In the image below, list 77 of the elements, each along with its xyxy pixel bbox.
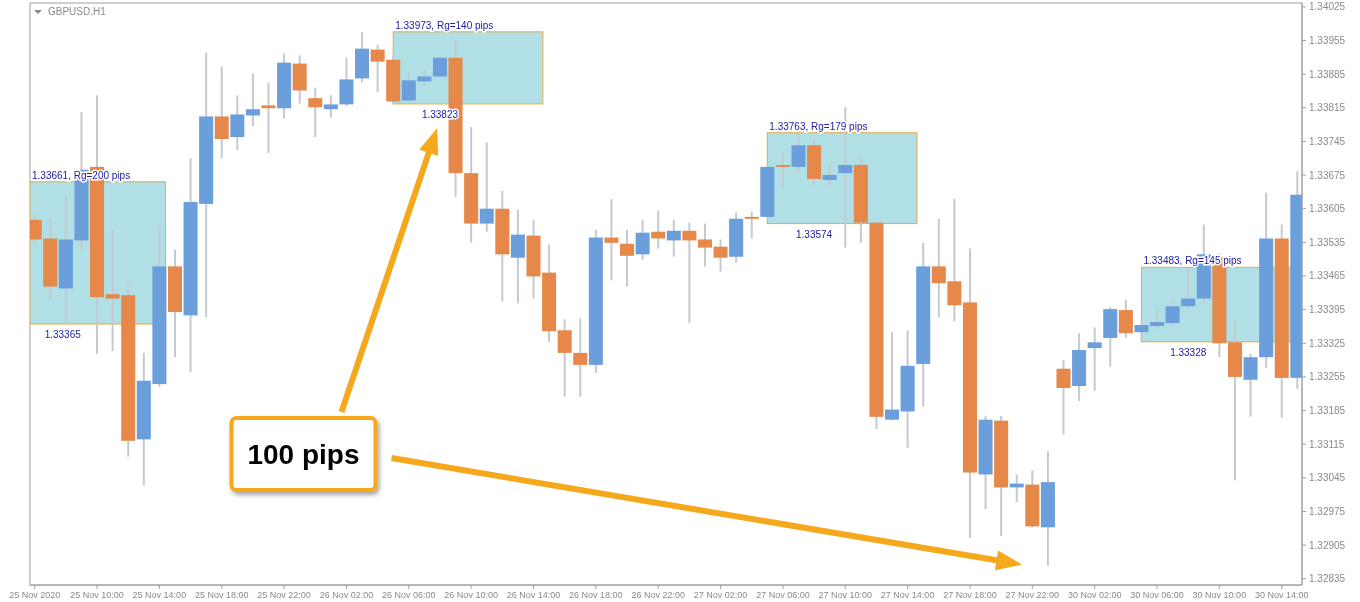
candlestick <box>308 86 323 139</box>
y-tick-label: 1.33885 <box>1309 68 1346 80</box>
candlestick <box>885 331 900 422</box>
x-tick-label: 25 Nov 10:00 <box>70 590 124 600</box>
candlestick <box>214 65 229 160</box>
candlestick <box>1181 266 1196 311</box>
y-tick-label: 1.33465 <box>1309 270 1346 282</box>
candlestick <box>510 208 525 305</box>
candlestick <box>573 317 588 398</box>
y-tick-label: 1.33605 <box>1309 203 1346 215</box>
candlestick <box>791 131 806 174</box>
x-tick-label: 25 Nov 22:00 <box>257 590 311 600</box>
annotation: 1.33574 <box>796 228 833 240</box>
x-tick-label: 27 Nov 14:00 <box>880 590 935 600</box>
y-tick-label: 1.33325 <box>1309 337 1346 349</box>
candlestick <box>1165 298 1180 326</box>
y-tick-label: 1.33535 <box>1309 236 1346 248</box>
x-tick-label: 30 Nov 14:00 <box>1254 590 1309 600</box>
x-tick-label: 27 Nov 10:00 <box>818 590 873 600</box>
x-tick-label: 25 Nov 2020 <box>9 590 61 600</box>
candlestick <box>775 151 790 189</box>
annotation: 1.33365 <box>44 329 82 341</box>
candlestick <box>261 81 276 154</box>
candlestick <box>1056 359 1071 436</box>
y-tick-label: 1.33745 <box>1309 135 1346 147</box>
y-tick-label: 1.32975 <box>1309 505 1346 517</box>
x-tick-label: 26 Nov 02:00 <box>319 590 374 600</box>
x-tick-label: 27 Nov 02:00 <box>693 590 748 600</box>
x-tick-label: 30 Nov 02:00 <box>1067 590 1122 600</box>
y-tick-label: 1.33675 <box>1309 169 1346 181</box>
y-tick-label: 1.33815 <box>1309 102 1346 114</box>
y-tick-label: 1.33115 <box>1309 438 1345 450</box>
candlestick <box>620 228 635 288</box>
x-tick-label: 26 Nov 14:00 <box>506 590 561 600</box>
x-tick-label: 26 Nov 22:00 <box>631 590 685 600</box>
candlestick <box>557 318 572 398</box>
chart-title: GBPUSD.H1 <box>48 6 107 17</box>
x-tick-label: 30 Nov 06:00 <box>1130 590 1184 600</box>
candlestick <box>744 210 759 240</box>
x-tick-label: 27 Nov 22:00 <box>1005 590 1060 600</box>
band-label: 1.33763, Rg=179 pips <box>769 120 868 132</box>
candlestick <box>682 221 697 325</box>
y-tick-label: 1.33045 <box>1309 472 1346 484</box>
y-tick-label: 1.33395 <box>1309 304 1346 316</box>
candlestick <box>604 198 619 282</box>
x-tick-label: 26 Nov 18:00 <box>569 590 623 600</box>
x-tick-label: 30 Nov 10:00 <box>1192 590 1247 600</box>
candlestick <box>822 163 837 187</box>
candlestick <box>1087 326 1102 392</box>
annotation: 1.33328 <box>1170 346 1207 358</box>
candlestick <box>1243 352 1258 418</box>
x-tick-label: 26 Nov 06:00 <box>382 590 436 600</box>
y-tick-label: 1.33955 <box>1309 34 1346 46</box>
candlestick <box>245 72 260 128</box>
x-tick-label: 27 Nov 06:00 <box>756 590 810 600</box>
x-tick-label: 25 Nov 14:00 <box>132 590 187 600</box>
y-tick-label: 1.32835 <box>1309 573 1346 585</box>
x-tick-label: 25 Nov 18:00 <box>194 590 249 600</box>
band-label: 1.33973, Rg=140 pips <box>395 19 494 31</box>
candlestick <box>1134 318 1149 343</box>
candlestick <box>479 141 494 233</box>
candlestick <box>697 222 712 268</box>
candlestick <box>1118 298 1133 339</box>
candlestick <box>1150 308 1165 331</box>
candlestick <box>230 94 245 152</box>
annotation: 100 pips <box>247 438 360 470</box>
x-tick-label: 27 Nov 18:00 <box>943 590 997 600</box>
y-tick-label: 1.34025 <box>1309 1 1346 13</box>
y-tick-label: 1.33255 <box>1309 371 1346 383</box>
candlestick <box>635 218 650 261</box>
x-tick-label: 26 Nov 10:00 <box>444 590 498 600</box>
candlestick <box>713 238 728 273</box>
y-tick-label: 1.32905 <box>1309 539 1346 551</box>
candlestick <box>666 218 681 258</box>
band-label: 1.33661, Rg=200 pips <box>32 169 131 181</box>
y-tick-label: 1.33185 <box>1309 405 1346 417</box>
candlestick <box>323 94 338 119</box>
